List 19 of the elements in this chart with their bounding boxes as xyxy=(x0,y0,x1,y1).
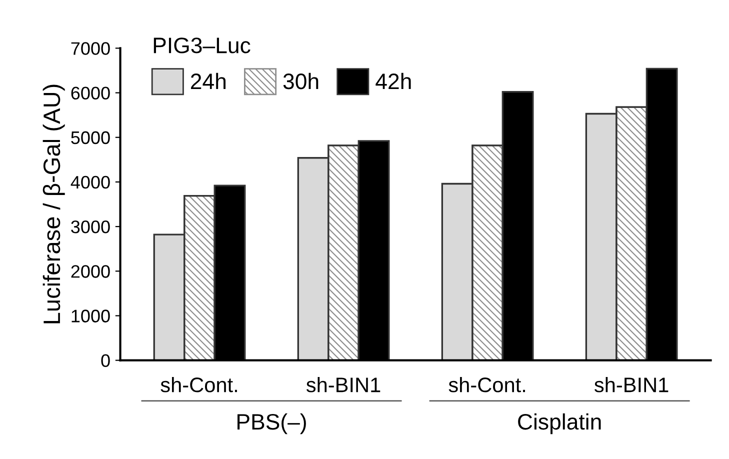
y-tick-label: 7000 xyxy=(71,42,110,55)
legend-title: PIG3–Luc xyxy=(154,38,250,54)
legend-label: 30h xyxy=(283,72,318,90)
y-tick-label: 3000 xyxy=(71,220,110,234)
y-tick-label: 5000 xyxy=(71,131,110,144)
y-tick-label: 4000 xyxy=(70,176,110,189)
y-axis-title: Luciferase / β-Gal (AU) xyxy=(42,84,65,324)
x-tick-label: sh-BIN1 xyxy=(594,376,668,392)
legend-label: 24h xyxy=(190,72,226,90)
y-tick-label: 6000 xyxy=(71,86,110,100)
y-tick-label: 0 xyxy=(101,354,110,368)
y-tick-label: 2000 xyxy=(71,265,110,278)
x-tick-label: sh-Cont. xyxy=(448,376,526,392)
text: Cisplatin xyxy=(518,413,601,434)
x-tick-label: sh-Cont. xyxy=(160,376,237,392)
text: PBS(–) xyxy=(238,413,306,434)
legend-label: 42h xyxy=(376,72,411,90)
y-tick-label: 1000 xyxy=(72,310,110,322)
x-tick-label: sh-BIN1 xyxy=(306,376,380,392)
